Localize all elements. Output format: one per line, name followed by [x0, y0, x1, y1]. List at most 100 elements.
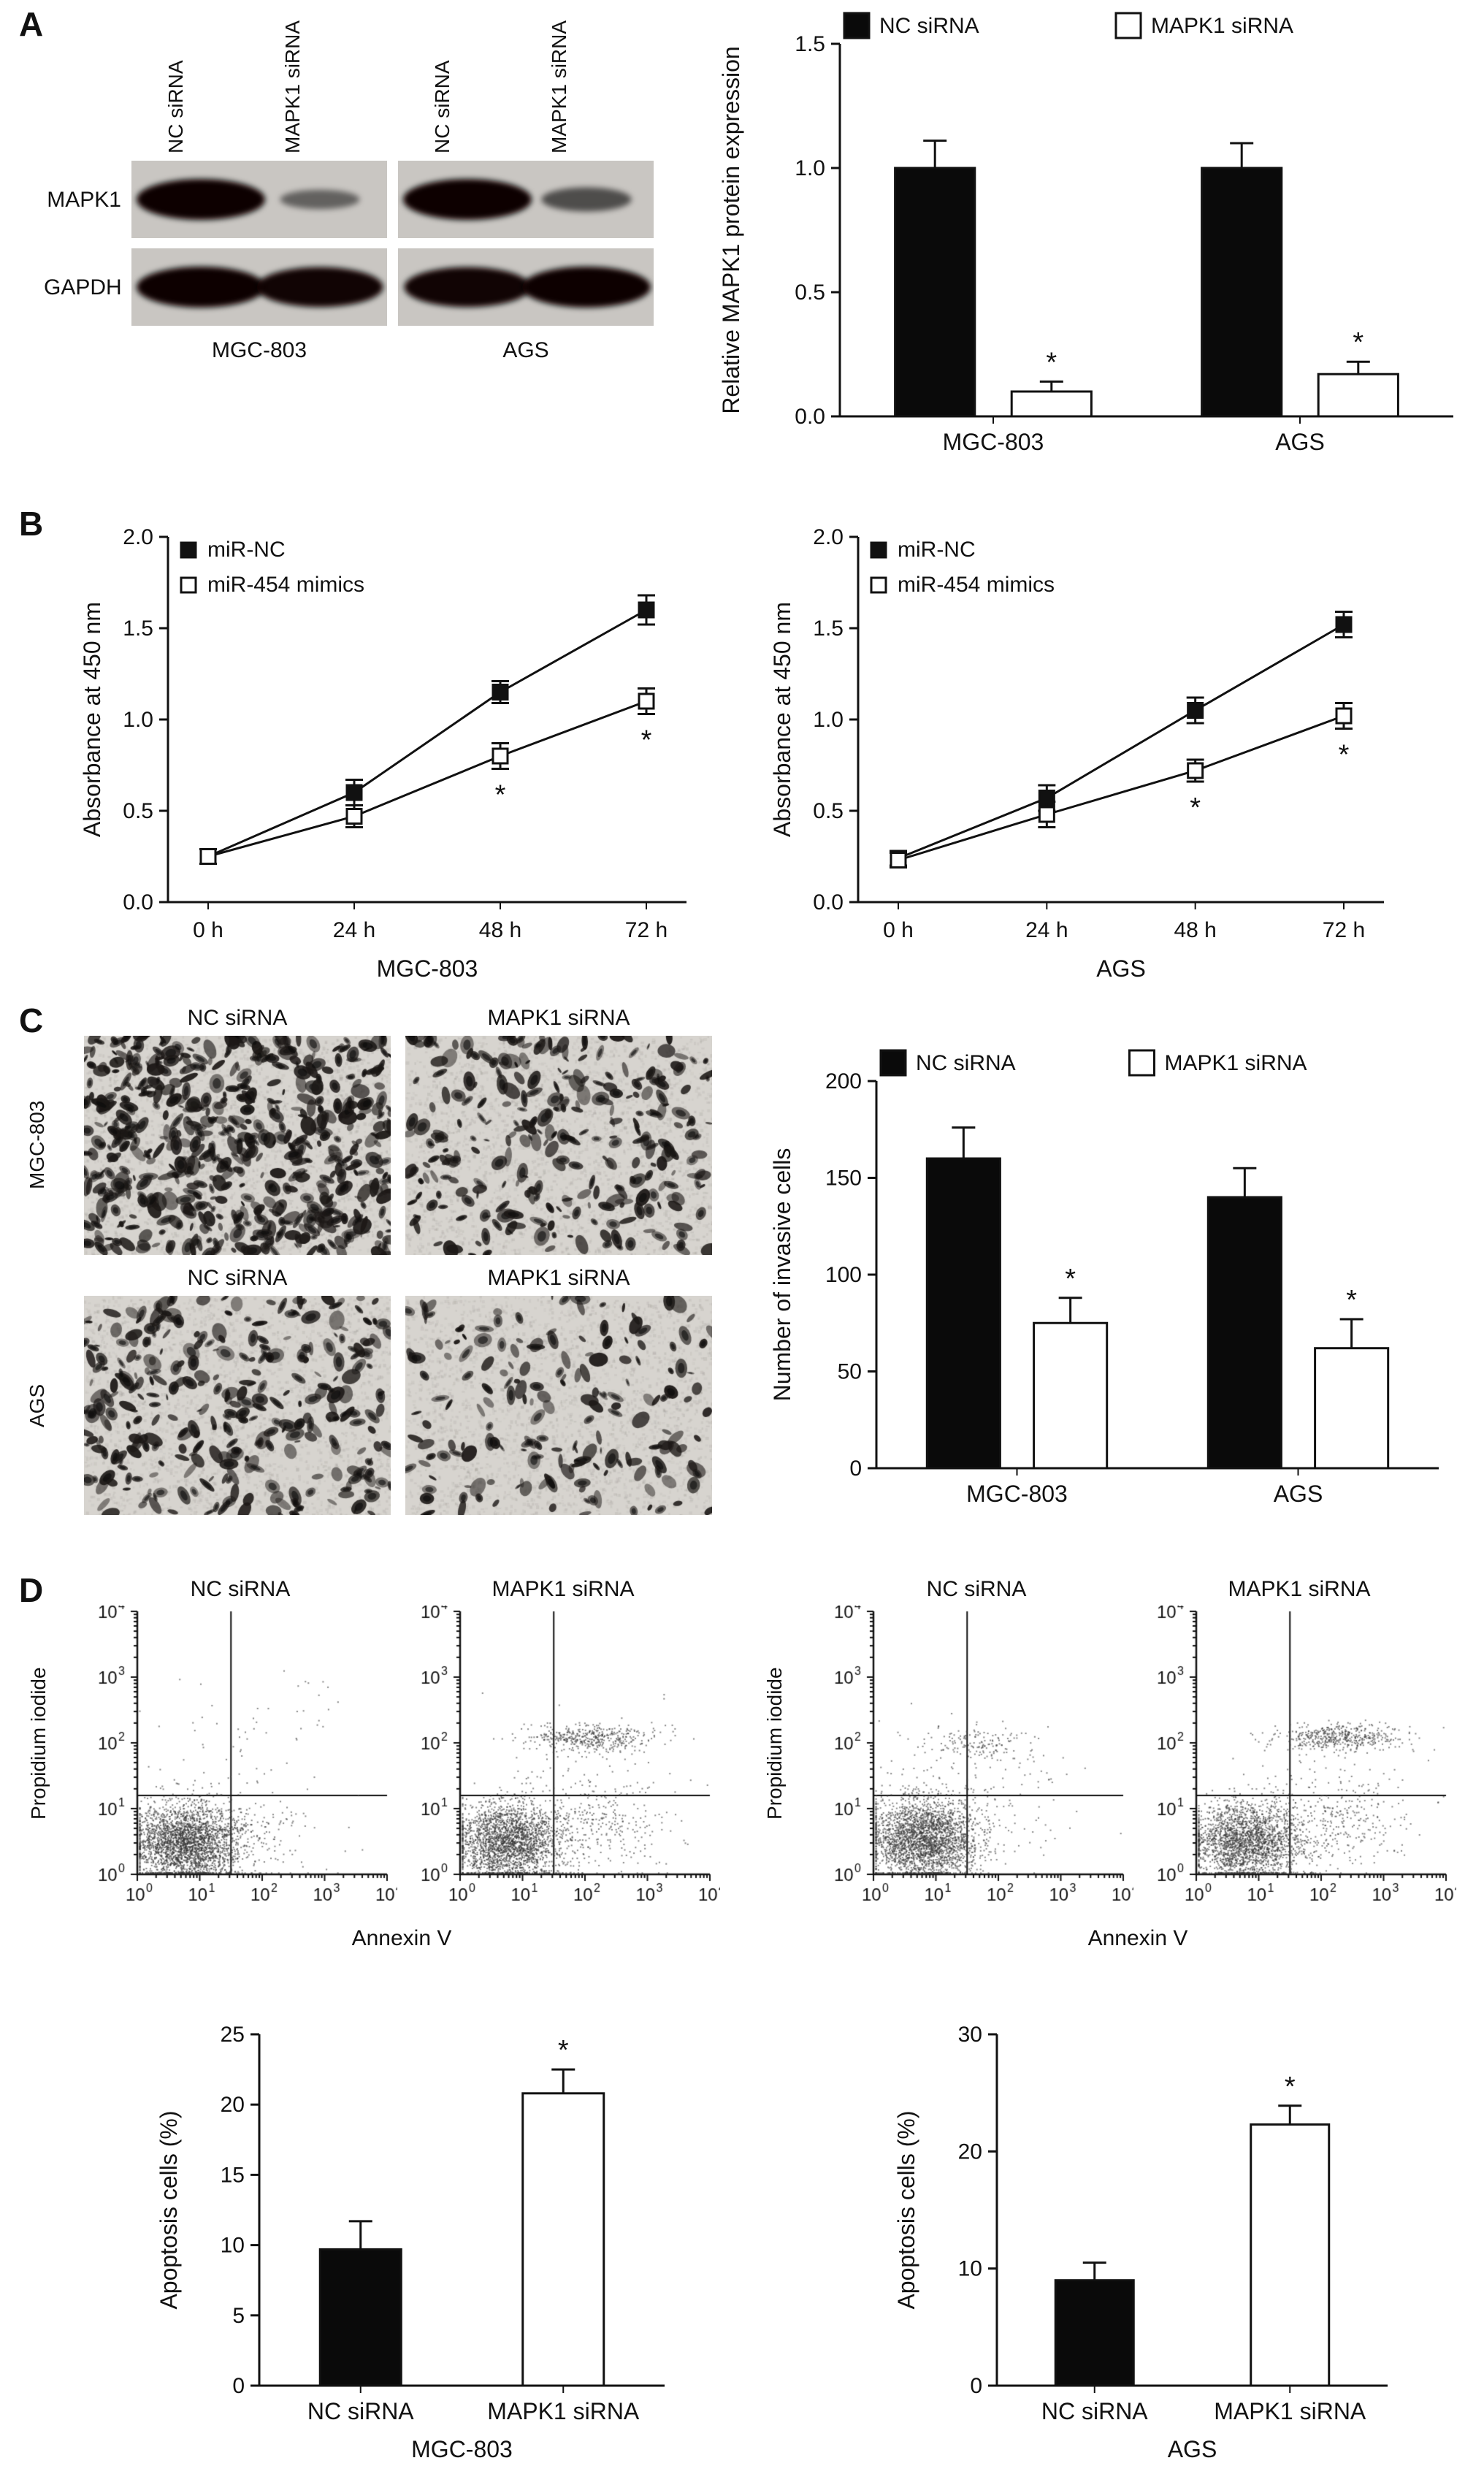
svg-text:AGS: AGS — [1096, 955, 1146, 982]
panel-b: B 0.0 0.5 1.0 1.5 2.0 Absorbance at 450 nm 0 h… — [0, 504, 1484, 993]
svg-text:AGS: AGS — [1275, 429, 1325, 455]
svg-text:*: * — [1190, 793, 1201, 823]
svg-text:AGS: AGS — [1168, 2436, 1217, 2462]
invasion-micrograph-ags-sirna — [405, 1296, 712, 1515]
cck8-mgc803-line-chart: 0.0 0.5 1.0 1.5 2.0 Absorbance at 450 nm 0 h 24… — [79, 525, 686, 982]
svg-text:72 h: 72 h — [625, 918, 668, 942]
svg-text:0 h: 0 h — [883, 918, 914, 942]
panel-d: D Propidium iodide NC siRNA MAPK1 siRNA … — [0, 1570, 1484, 2466]
svg-text:48 h: 48 h — [479, 918, 521, 942]
svg-text:NC siRNA: NC siRNA — [879, 14, 979, 38]
svg-text:Absorbance at 450 nm: Absorbance at 450 nm — [769, 602, 795, 837]
svg-text:*: * — [1065, 1264, 1076, 1294]
western-blot-ags-gapdh — [398, 248, 654, 326]
svg-text:0: 0 — [849, 1457, 862, 1481]
svg-text:150: 150 — [825, 1167, 862, 1191]
svg-text:0: 0 — [232, 2374, 245, 2398]
invasion-images: NC siRNA MAPK1 siRNA MGC-803 NC siRNA MA… — [26, 1005, 745, 1531]
svg-text:MAPK1 siRNA: MAPK1 siRNA — [487, 2398, 640, 2424]
panel-c: C NC siRNA MAPK1 siRNA MGC-803 NC siRNA … — [0, 1001, 1484, 1563]
svg-text:5: 5 — [232, 2304, 245, 2328]
flow-title: MAPK1 siRNA — [492, 1577, 635, 1601]
western-blot-mgc803-gapdh — [131, 248, 387, 326]
svg-text:NC siRNA: NC siRNA — [916, 1051, 1016, 1075]
svg-text:AGS: AGS — [1274, 1481, 1323, 1507]
svg-text:Absorbance at 450 nm: Absorbance at 450 nm — [79, 602, 105, 837]
svg-text:miR-NC: miR-NC — [898, 538, 976, 562]
svg-text:*: * — [1339, 740, 1350, 771]
western-blot-group: NC siRNA MAPK1 siRNA NC siRNA MAPK1 siRN… — [44, 7, 716, 387]
svg-text:50: 50 — [838, 1360, 862, 1384]
svg-text:48 h: 48 h — [1174, 918, 1216, 942]
svg-text:25: 25 — [221, 2023, 245, 2047]
svg-text:1.5: 1.5 — [795, 32, 825, 56]
svg-text:Apoptosis cells (%): Apoptosis cells (%) — [893, 2110, 919, 2309]
blot-lane-label: MAPK1 siRNA — [281, 20, 304, 153]
svg-text:72 h: 72 h — [1323, 918, 1365, 942]
invasion-col-label: NC siRNA — [187, 1006, 288, 1030]
blot-lane-label: NC siRNA — [431, 60, 454, 153]
svg-text:2.0: 2.0 — [123, 525, 153, 549]
svg-text:1.0: 1.0 — [795, 156, 825, 180]
blot-group-label-mgc803: MGC-803 — [211, 338, 307, 362]
svg-text:24 h: 24 h — [333, 918, 375, 942]
invasion-row-label-mgc803: MGC-803 — [26, 1100, 48, 1189]
invasion-col-label: NC siRNA — [187, 1266, 288, 1290]
svg-text:24 h: 24 h — [1025, 918, 1068, 942]
invasion-row-label-ags: AGS — [26, 1383, 48, 1427]
svg-text:*: * — [495, 780, 506, 811]
svg-text:Number of invasive cells: Number of invasive cells — [769, 1148, 795, 1402]
svg-text:0 h: 0 h — [193, 918, 223, 942]
panel-a-label: A — [19, 5, 44, 43]
svg-text:30: 30 — [958, 2023, 982, 2047]
apoptosis-mgc803-bar-chart: 0 5 10 15 20 25 Apoptosis cells (%) NC siRNA MAP… — [156, 2023, 665, 2462]
svg-text:0.0: 0.0 — [123, 890, 153, 915]
svg-text:NC siRNA: NC siRNA — [1041, 2398, 1148, 2424]
svg-text:MGC-803: MGC-803 — [411, 2436, 513, 2462]
flow-plot-ags-nc — [819, 1606, 1133, 1920]
flow-plot-mgc803-sirna — [406, 1606, 720, 1920]
svg-text:MGC-803: MGC-803 — [943, 429, 1044, 455]
cck8-ags-line-chart: 0.0 0.5 1.0 1.5 2.0 Absorbance at 450 nm 0 h 24… — [769, 525, 1384, 982]
svg-text:0.0: 0.0 — [795, 405, 825, 429]
svg-text:0.5: 0.5 — [795, 280, 825, 305]
flow-ylabel-mgc803: Propidium iodide — [27, 1667, 50, 1820]
svg-text:20: 20 — [958, 2139, 982, 2164]
invasion-micrograph-ags-nc — [84, 1296, 391, 1515]
svg-text:0: 0 — [970, 2374, 982, 2398]
svg-text:10: 10 — [958, 2257, 982, 2281]
invasion-micrograph-mgc803-nc — [84, 1036, 391, 1255]
svg-text:MAPK1 siRNA: MAPK1 siRNA — [1214, 2398, 1366, 2424]
svg-text:1.0: 1.0 — [123, 708, 153, 732]
svg-text:MGC-803: MGC-803 — [966, 1481, 1068, 1507]
svg-text:miR-NC: miR-NC — [207, 538, 286, 562]
flow-pair-ags: Propidium iodide NC siRNA MAPK1 siRNA An… — [763, 1576, 1462, 1985]
svg-text:15: 15 — [221, 2163, 245, 2187]
western-blot-ags-mapk1 — [398, 161, 654, 238]
blot-group-label-ags: AGS — [502, 338, 549, 362]
panel-c-label: C — [19, 1001, 44, 1039]
svg-text:*: * — [1046, 347, 1057, 378]
svg-text:*: * — [1353, 327, 1363, 358]
blot-lane-label: MAPK1 siRNA — [548, 20, 570, 153]
flow-plot-mgc803-nc — [83, 1606, 397, 1920]
svg-text:0.5: 0.5 — [813, 799, 844, 823]
svg-text:miR-454 mimics: miR-454 mimics — [207, 573, 364, 597]
svg-text:0.0: 0.0 — [813, 890, 844, 915]
svg-text:Apoptosis cells (%): Apoptosis cells (%) — [156, 2110, 182, 2309]
blot-row-label-gapdh: GAPDH — [44, 275, 122, 299]
panel-b-label: B — [19, 505, 44, 543]
svg-text:100: 100 — [825, 1263, 862, 1287]
mapk1-expression-bar-chart: 0.0 0.5 1.0 1.5 Relative MAPK1 protein expre… — [718, 12, 1453, 455]
flow-xlabel-mgc803: Annexin V — [351, 1926, 452, 1950]
panel-d-label: D — [19, 1571, 44, 1609]
invasion-col-label: MAPK1 siRNA — [487, 1266, 630, 1290]
svg-text:10: 10 — [221, 2234, 245, 2258]
svg-text:1.5: 1.5 — [813, 616, 844, 641]
svg-text:0.5: 0.5 — [123, 799, 153, 823]
panel-a: A NC siRNA MAPK1 siRNA NC siRNA MAPK1 si… — [0, 0, 1484, 497]
svg-text:MAPK1 siRNA: MAPK1 siRNA — [1165, 1051, 1307, 1075]
flow-title: NC siRNA — [190, 1577, 291, 1601]
svg-text:*: * — [1346, 1285, 1357, 1316]
svg-text:1.0: 1.0 — [813, 708, 844, 732]
